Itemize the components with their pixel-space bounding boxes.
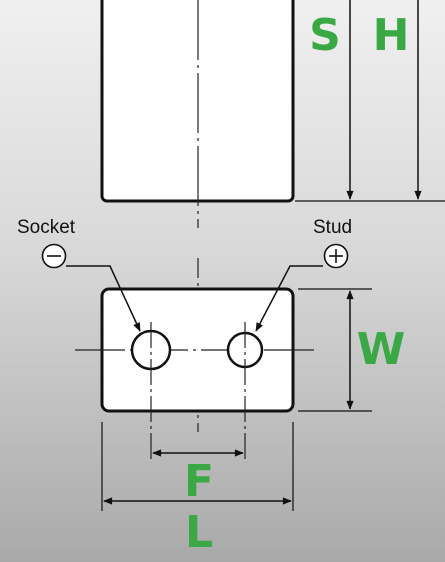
h-dimension-label: H xyxy=(372,10,410,61)
stud-label: Stud xyxy=(313,217,353,238)
l-dimension-label: L xyxy=(184,507,214,558)
plus-circle-icon xyxy=(323,243,349,269)
s-dimension-label: S xyxy=(309,10,341,61)
w-dimension-label: W xyxy=(356,324,406,375)
socket-leader-line xyxy=(66,265,141,332)
stud-leader-line xyxy=(255,265,323,332)
minus-circle-icon xyxy=(41,243,67,269)
f-dimension-label: F xyxy=(183,456,215,507)
socket-label: Socket xyxy=(17,217,76,238)
